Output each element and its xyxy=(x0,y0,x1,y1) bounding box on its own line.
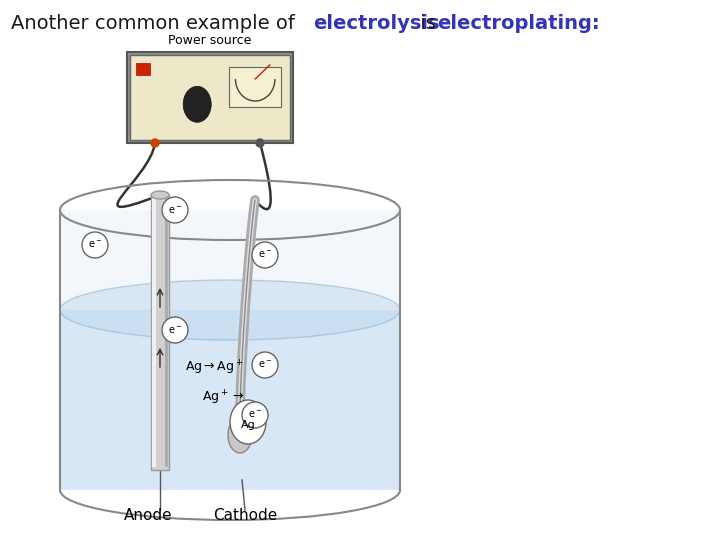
Text: Ag: Ag xyxy=(240,420,256,430)
Text: e$^-$: e$^-$ xyxy=(168,325,182,335)
Bar xyxy=(229,67,282,107)
Bar xyxy=(151,195,169,470)
Circle shape xyxy=(82,232,108,258)
Text: Cathode: Cathode xyxy=(213,508,277,523)
Text: e$^-$: e$^-$ xyxy=(168,205,182,215)
Text: e$^-$: e$^-$ xyxy=(248,409,262,421)
Text: e$^-$: e$^-$ xyxy=(258,249,272,260)
Circle shape xyxy=(162,197,188,223)
Text: electrolysis: electrolysis xyxy=(313,14,440,33)
Text: Another common example of: Another common example of xyxy=(11,14,301,33)
Text: Ag$\rightarrow$Ag$^+$: Ag$\rightarrow$Ag$^+$ xyxy=(185,359,243,377)
Bar xyxy=(136,63,150,75)
Circle shape xyxy=(252,242,278,268)
Text: Ag$^+$$\rightarrow$: Ag$^+$$\rightarrow$ xyxy=(202,389,244,407)
Ellipse shape xyxy=(60,280,400,340)
Text: is: is xyxy=(414,14,442,33)
Text: e$^-$: e$^-$ xyxy=(88,240,102,251)
Bar xyxy=(130,55,290,140)
Circle shape xyxy=(162,317,188,343)
Circle shape xyxy=(151,139,159,147)
Ellipse shape xyxy=(151,191,169,199)
Bar xyxy=(60,210,400,490)
Ellipse shape xyxy=(183,86,211,122)
Circle shape xyxy=(252,352,278,378)
Circle shape xyxy=(256,139,264,147)
Circle shape xyxy=(242,402,268,428)
Text: electroplating:: electroplating: xyxy=(437,14,600,33)
Bar xyxy=(127,52,293,143)
Text: e$^-$: e$^-$ xyxy=(258,360,272,370)
Text: Anode: Anode xyxy=(124,508,172,523)
Ellipse shape xyxy=(230,400,266,444)
Bar xyxy=(60,310,400,490)
Ellipse shape xyxy=(228,417,252,453)
Text: Power source: Power source xyxy=(168,34,252,47)
